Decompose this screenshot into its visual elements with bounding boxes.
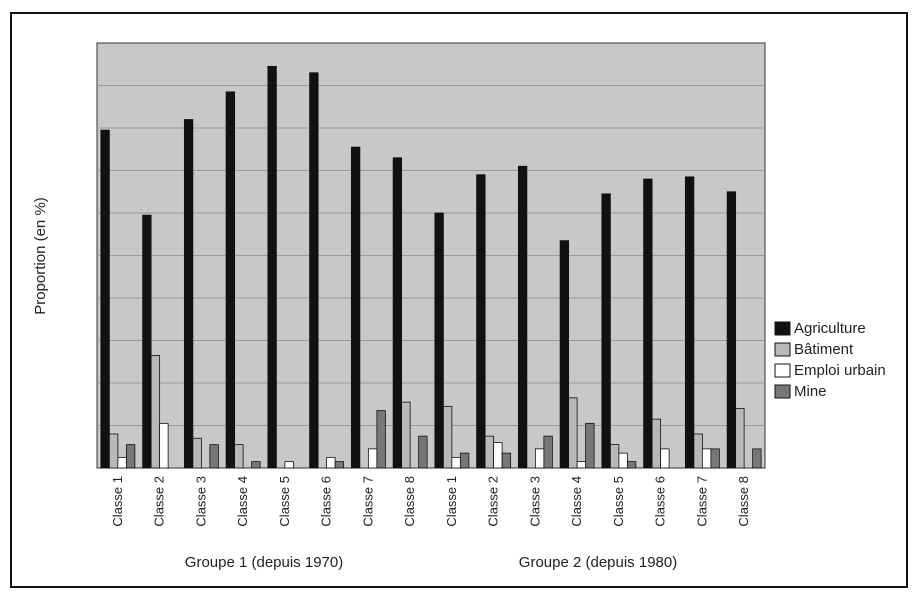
- bar-agriculture: [726, 191, 737, 469]
- legend-swatch: [774, 384, 791, 399]
- group-label: Groupe 2 (depuis 1980): [519, 554, 677, 571]
- group-label: Groupe 1 (depuis 1970): [185, 554, 343, 571]
- x-tick-label: Classe 8: [402, 476, 417, 527]
- x-tick-label: Classe 1: [110, 476, 125, 527]
- bar-agriculture: [142, 214, 152, 469]
- bar-b-timent: [735, 408, 745, 469]
- group-labels: Groupe 1 (depuis 1970) Groupe 2 (depuis 1…: [185, 554, 677, 571]
- bar-mine: [626, 461, 637, 469]
- bar-agriculture: [100, 129, 110, 469]
- bar-emploi-urbain: [451, 456, 461, 469]
- bar-mine: [376, 410, 386, 469]
- bar-mine: [543, 435, 553, 469]
- x-tick-label: Classe 2: [486, 476, 501, 527]
- x-tick-label: Classe 6: [319, 476, 334, 527]
- bar-b-timent: [192, 437, 202, 469]
- bar-mine: [334, 461, 345, 469]
- legend-label: Agriculture: [794, 320, 866, 337]
- bar-mine: [585, 422, 595, 469]
- bar-b-timent: [484, 435, 495, 469]
- bar-b-timent: [651, 418, 662, 469]
- bar-b-timent: [442, 405, 453, 469]
- x-tick-label: Classe 2: [152, 476, 167, 527]
- bar-agriculture: [267, 65, 277, 469]
- bar-agriculture: [601, 193, 611, 469]
- x-tick-label: Classe 6: [653, 476, 668, 527]
- x-tick-label: Classe 8: [736, 476, 751, 527]
- legend-label: Mine: [794, 383, 827, 400]
- legend-swatch: [774, 321, 791, 336]
- bar-emploi-urbain: [159, 422, 169, 469]
- bar-mine: [752, 448, 762, 469]
- x-tick-label: Classe 3: [527, 476, 542, 527]
- bar-agriculture: [517, 165, 528, 469]
- legend-swatch: [774, 363, 791, 378]
- legend: Agriculture Bâtiment Emploi urbain Mine: [774, 320, 886, 400]
- bar-b-timent: [150, 354, 161, 469]
- bar-mine: [125, 444, 136, 469]
- gridlines: [97, 85, 765, 426]
- bar-agriculture: [309, 72, 319, 469]
- bar-b-timent: [108, 433, 119, 469]
- bar-agriculture: [225, 91, 236, 469]
- bar-agriculture: [183, 119, 194, 469]
- bar-b-timent: [568, 397, 578, 469]
- legend-label: Bâtiment: [794, 341, 854, 358]
- bar-emploi-urbain: [701, 448, 712, 469]
- x-tick-labels: Classe 1 Classe 2 Classe 3 Classe 4 Classe 5…: [110, 476, 751, 527]
- bar-b-timent: [401, 401, 411, 469]
- x-tick-label: Classe 7: [694, 476, 709, 527]
- bar-emploi-urbain: [576, 461, 587, 469]
- bar-b-timent: [609, 444, 620, 469]
- bar-emploi-urbain: [284, 461, 294, 469]
- y-axis-title: Proportion (en %): [32, 197, 49, 315]
- bar-emploi-urbain: [117, 456, 127, 469]
- bar-agriculture: [476, 174, 486, 469]
- bar-mine: [209, 444, 219, 469]
- bar-agriculture: [434, 212, 444, 469]
- bar-emploi-urbain: [660, 448, 670, 469]
- bar-emploi-urbain: [618, 452, 628, 469]
- bar-b-timent: [693, 433, 703, 469]
- bar-mine: [501, 452, 512, 469]
- bar-mine: [418, 435, 428, 469]
- x-tick-label: Classe 5: [277, 476, 292, 527]
- bar-emploi-urbain: [326, 456, 336, 469]
- legend-label: Emploi urbain: [794, 362, 886, 379]
- bar-agriculture: [643, 178, 653, 469]
- bar-mine: [459, 452, 470, 469]
- bar-emploi-urbain: [534, 448, 545, 469]
- legend-swatch: [774, 342, 791, 357]
- x-tick-label: Classe 5: [611, 476, 626, 527]
- x-tick-label: Classe 4: [235, 476, 250, 527]
- bar-mine: [251, 461, 261, 469]
- bar-agriculture: [350, 146, 361, 469]
- bar-emploi-urbain: [493, 442, 503, 469]
- x-tick-label: Classe 7: [360, 476, 375, 527]
- bar-agriculture: [392, 157, 403, 469]
- bar-mine: [710, 448, 720, 469]
- bar-b-timent: [234, 444, 244, 469]
- bar-agriculture: [684, 176, 695, 469]
- bars: [100, 65, 762, 469]
- bar-emploi-urbain: [367, 448, 378, 469]
- bar-agriculture: [559, 240, 570, 469]
- x-tick-label: Classe 4: [569, 476, 584, 527]
- x-tick-label: Classe 3: [193, 476, 208, 527]
- x-tick-label: Classe 1: [444, 476, 459, 527]
